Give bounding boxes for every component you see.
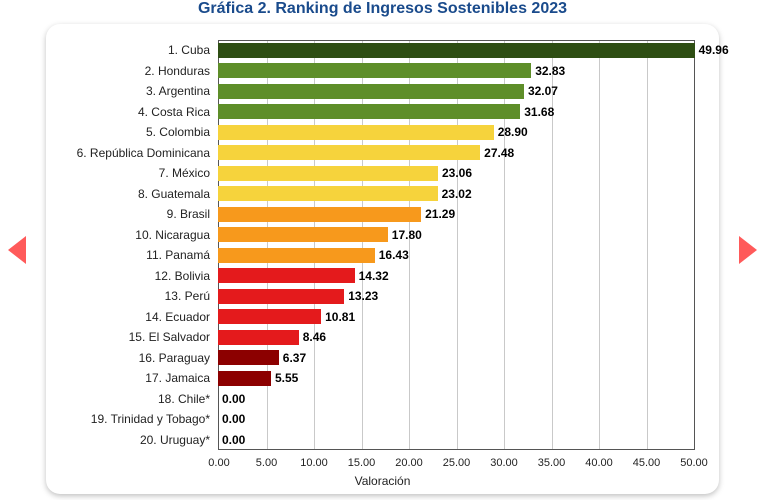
bar-row: 7. México 23.06 (46, 163, 695, 184)
y-axis-label: 18. Chile* (46, 389, 214, 410)
bar-value: 0.00 (222, 409, 245, 430)
bar (218, 104, 520, 119)
x-tick: 35.00 (538, 457, 566, 469)
bar-value: 5.55 (275, 368, 298, 389)
bar (218, 289, 344, 304)
bar (218, 207, 421, 222)
bar-value: 0.00 (222, 389, 245, 410)
bar-value: 10.81 (325, 307, 355, 328)
y-axis-label: 10. Nicaragua (46, 225, 214, 246)
y-axis-label: 19. Trinidad y Tobago* (46, 409, 214, 430)
x-tick: 10.00 (300, 457, 328, 469)
y-axis-label: 13. Perú (46, 286, 214, 307)
bar-value: 14.32 (359, 266, 389, 287)
bar (218, 84, 524, 99)
bar (218, 186, 438, 201)
bar-rows: 1. Cuba49.962. Honduras32.833. Argentina… (46, 40, 719, 450)
bar-value: 27.48 (484, 143, 514, 164)
bar (218, 371, 271, 386)
x-tick: 50.00 (680, 457, 708, 469)
bar-row: 5. Colombia 28.90 (46, 122, 695, 143)
chart-card: 0.00 5.00 10.00 15.00 20.00 25.00 30.00 35.00 40… (46, 24, 719, 494)
x-tick: 15.00 (348, 457, 376, 469)
bar-row: 10. Nicaragua 17.80 (46, 225, 695, 246)
bar-row: 2. Honduras 32.83 (46, 61, 695, 82)
bar-row: 4. Costa Rica 31.68 (46, 102, 695, 123)
next-arrow-icon[interactable] (739, 236, 757, 264)
bar (218, 227, 388, 242)
prev-arrow-icon[interactable] (8, 236, 26, 264)
stage: Gráfica 2. Ranking de Ingresos Sostenibl… (0, 0, 765, 500)
bar (218, 43, 695, 58)
x-tick: 45.00 (633, 457, 661, 469)
bar-row: 18. Chile* 0.00 (46, 389, 695, 410)
bar-row: 13. Perú 13.23 (46, 286, 695, 307)
y-axis-label: 8. Guatemala (46, 184, 214, 205)
bar-row: 12. Bolivia 14.32 (46, 266, 695, 287)
bar-value: 17.80 (392, 225, 422, 246)
bar-value: 23.02 (442, 184, 472, 205)
bar-value: 31.68 (524, 102, 554, 123)
bar-value: 49.96 (699, 40, 729, 61)
bar-value: 16.43 (379, 245, 409, 266)
bar-value: 13.23 (348, 286, 378, 307)
x-tick: 40.00 (585, 457, 613, 469)
y-axis-label: 17. Jamaica (46, 368, 214, 389)
x-axis-label: Valoración (46, 474, 719, 488)
y-axis-label: 15. El Salvador (46, 327, 214, 348)
y-axis-label: 5. Colombia (46, 122, 214, 143)
bar-row: 16. Paraguay 6.37 (46, 348, 695, 369)
y-axis-label: 1. Cuba (46, 40, 214, 61)
bar-value: 23.06 (442, 163, 472, 184)
y-axis-label: 11. Panamá (46, 245, 214, 266)
bar (218, 330, 299, 345)
bar-row: 15. El Salvador 8.46 (46, 327, 695, 348)
bar-row: 8. Guatemala 23.02 (46, 184, 695, 205)
bar-value: 8.46 (303, 327, 326, 348)
y-axis-label: 7. México (46, 163, 214, 184)
bar (218, 268, 355, 283)
y-axis-label: 6. República Dominicana (46, 143, 214, 164)
bar (218, 350, 279, 365)
bar (218, 63, 531, 78)
bar-row: 1. Cuba49.96 (46, 40, 695, 61)
x-tick: 0.00 (208, 457, 229, 469)
x-tick: 25.00 (443, 457, 471, 469)
bar-value: 21.29 (425, 204, 455, 225)
chart-title: Gráfica 2. Ranking de Ingresos Sostenibl… (0, 0, 765, 18)
bar-row: 14. Ecuador 10.81 (46, 307, 695, 328)
y-axis-label: 9. Brasil (46, 204, 214, 225)
bar-row: 19. Trinidad y Tobago* 0.00 (46, 409, 695, 430)
y-axis-label: 3. Argentina (46, 81, 214, 102)
bar (218, 145, 480, 160)
bar-row: 6. República Dominicana 27.48 (46, 143, 695, 164)
bar-value: 32.07 (528, 81, 558, 102)
bar-value: 6.37 (283, 348, 306, 369)
bar (218, 309, 321, 324)
bar-value: 32.83 (535, 61, 565, 82)
bar (218, 125, 494, 140)
bar (218, 166, 438, 181)
bar-row: 17. Jamaica 5.55 (46, 368, 695, 389)
bar-row: 3. Argentina 32.07 (46, 81, 695, 102)
y-axis-label: 16. Paraguay (46, 348, 214, 369)
bar-value: 28.90 (498, 122, 528, 143)
y-axis-label: 14. Ecuador (46, 307, 214, 328)
y-axis-label: 12. Bolivia (46, 266, 214, 287)
bar-row: 9. Brasil 21.29 (46, 204, 695, 225)
bar (218, 248, 375, 263)
bar-row: 20. Uruguay* 0.00 (46, 430, 695, 451)
y-axis-label: 4. Costa Rica (46, 102, 214, 123)
y-axis-label: 2. Honduras (46, 61, 214, 82)
bar-row: 11. Panamá 16.43 (46, 245, 695, 266)
bar-value: 0.00 (222, 430, 245, 451)
x-tick: 20.00 (395, 457, 423, 469)
x-tick: 30.00 (490, 457, 518, 469)
x-tick: 5.00 (256, 457, 277, 469)
y-axis-label: 20. Uruguay* (46, 430, 214, 451)
